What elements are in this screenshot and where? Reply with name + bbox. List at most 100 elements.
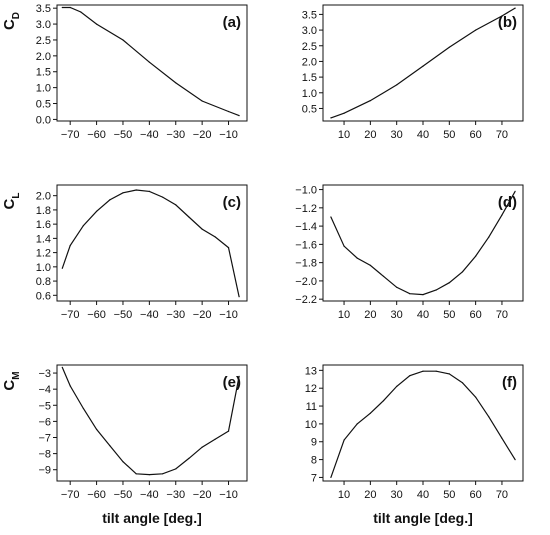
data-point [80,11,82,13]
data-point [122,39,124,41]
data-point [175,468,177,470]
x-tick-label: 70 [496,129,508,141]
y-tick-label: 2.5 [302,41,317,53]
x-tick-label: −70 [61,129,80,141]
data-point [422,65,424,67]
panel-label: (c) [223,194,241,211]
data-point [330,117,332,119]
data-point [343,439,345,441]
x-tick-label: 30 [391,489,403,501]
y-tick-label: −1.4 [295,221,317,233]
x-tick-label: 30 [391,309,403,321]
data-point [343,245,345,247]
data-point [188,216,190,218]
data-point [488,416,490,418]
x-tick-label: −40 [140,489,159,501]
x-tick-label: −40 [140,129,159,141]
data-point [214,438,216,440]
data-point [162,473,164,475]
y-tick-label: 1.5 [36,67,51,79]
data-point [382,275,385,277]
data-point [201,228,203,230]
data-point [148,61,150,63]
data-point [82,407,84,410]
data-point [122,192,124,194]
data-point [96,428,98,430]
data-point [227,430,230,432]
x-tick-label: 20 [364,309,376,321]
data-point [422,370,424,372]
series-line [61,189,240,297]
panel-a: −70 −60 −50 −40 −30 −20 −10 0.0 0.5 1.0 1.5 2.0 2.5 3… [1,3,248,141]
y-tick-label: 1.5 [302,72,317,84]
y-tick-label: −1.0 [295,185,317,197]
x-tick-label: −10 [219,309,238,321]
y-tick-label: 1.0 [36,262,51,274]
y-tick-label: 0.8 [36,276,51,288]
data-point [61,6,63,9]
data-point [148,474,150,476]
y-tick-label: 13 [305,365,317,377]
x-tick-label: −50 [114,489,133,501]
x-tick-label: −50 [114,309,133,321]
data-point [61,267,63,269]
y-axis-label: CD [1,12,22,30]
y-tick-label: 2.0 [36,191,51,203]
x-tick-label: 30 [391,129,403,141]
data-point [448,282,450,284]
data-point [148,190,150,192]
y-tick-label: 12 [305,383,317,395]
y-tick-label: 3.0 [36,19,51,31]
y-tick-label: 0.0 [36,114,51,126]
y-tick-label: 0.5 [302,103,317,115]
data-point [448,46,450,48]
data-point [382,400,385,402]
y-tick-label: −2.2 [295,294,317,306]
plot-frame [56,364,248,482]
data-point [201,100,203,102]
x-tick-label: −70 [61,309,80,321]
y-tick-label: 1.8 [36,205,51,217]
y-tick-label: 9 [311,437,317,449]
x-tick-label: −60 [87,489,106,501]
x-tick-label: 50 [443,129,455,141]
x-tick-label: −50 [114,129,133,141]
x-tick-label: 50 [443,489,455,501]
data-point [109,445,111,447]
panel-d: 10 20 30 40 50 60 70 −2.2 −2.0 −1.8 −1.6 −1.4 −1.2 −1… [295,184,524,321]
data-point [175,82,177,84]
y-tick-label: 1.2 [36,248,51,260]
x-tick-label: 10 [338,129,350,141]
data-point [422,294,424,296]
data-point [435,370,437,372]
data-point [135,473,137,475]
x-tick-label: 10 [338,309,350,321]
y-tick-label: −2.0 [295,276,317,288]
data-point [514,7,516,9]
data-point [369,264,371,266]
data-point [330,216,332,218]
data-point [61,366,63,368]
data-point [356,423,358,425]
data-point [227,247,230,249]
series-line [330,370,516,478]
data-point [162,196,164,198]
data-point [475,29,477,31]
data-point [514,190,516,192]
data-point [435,289,437,291]
y-tick-label: 0.5 [36,99,51,111]
x-tick-label: −30 [166,309,185,321]
data-point [461,271,464,273]
data-point [96,210,98,212]
y-tick-label: 1.6 [36,219,51,231]
x-tick-label: 60 [470,309,482,321]
data-point [201,446,203,448]
data-point [396,286,398,288]
panel-label: (d) [498,194,517,211]
data-point [475,396,477,398]
x-tick-label: −30 [166,489,185,501]
x-tick-label: 40 [417,309,429,321]
y-tick-label: 11 [306,401,317,413]
y-tick-label: 2.0 [302,56,317,68]
data-point [238,375,240,377]
